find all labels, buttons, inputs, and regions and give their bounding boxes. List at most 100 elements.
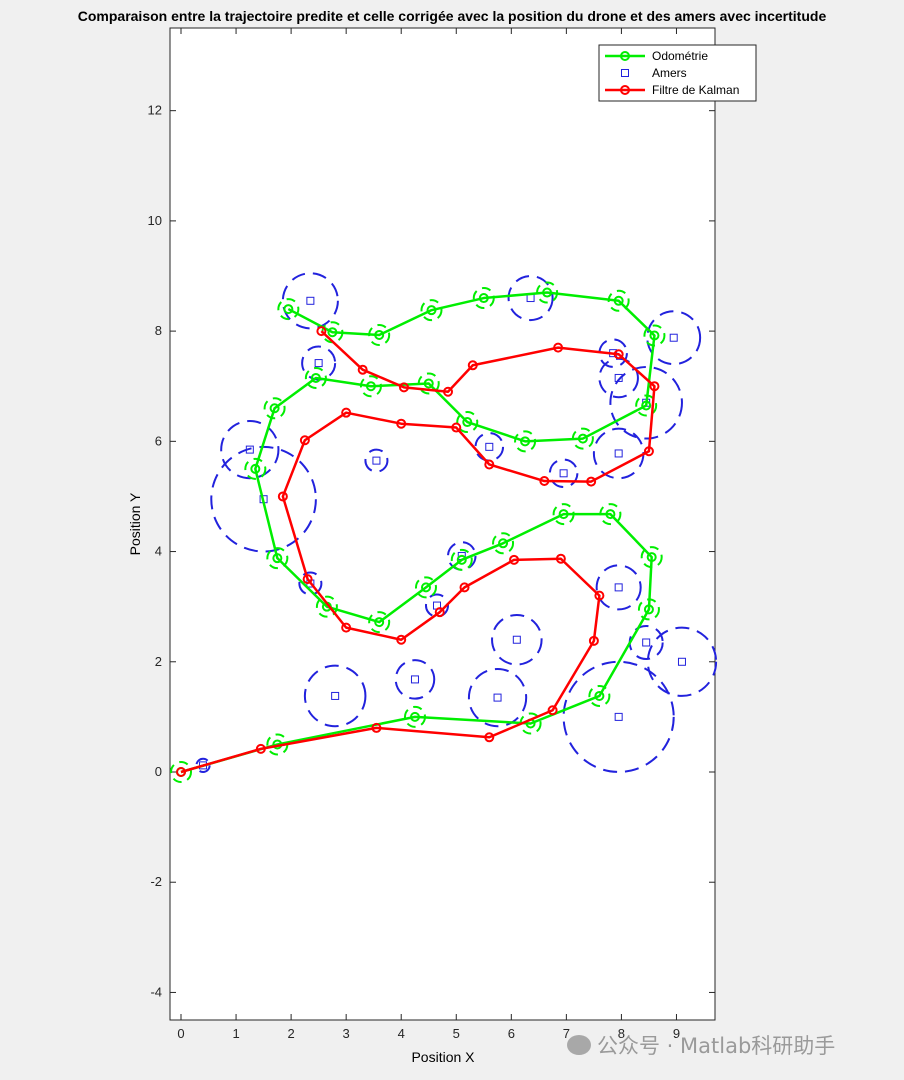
kalman-line: [180, 330, 656, 774]
odometrie-uncertainty-circle: [368, 611, 391, 634]
y-tick-label: 0: [155, 764, 162, 779]
odometrie-point: [365, 381, 376, 392]
odometrie-point: [250, 463, 261, 474]
amer-uncertainty-circle: [364, 448, 389, 473]
odometrie-uncertainty-circle: [403, 705, 426, 728]
amer-point: [614, 712, 623, 721]
odometrie-point: [641, 400, 652, 411]
amer-uncertainty-circle: [598, 338, 628, 368]
odometrie-uncertainty-circle: [244, 457, 267, 480]
odometrie-line: [180, 291, 656, 774]
odometrie-point: [542, 287, 553, 298]
amer-point: [677, 657, 686, 666]
kalman-point: [467, 360, 478, 371]
kalman-point: [277, 491, 288, 502]
odometrie-point: [374, 617, 385, 628]
odometrie-uncertainty-circle: [263, 397, 286, 420]
odometrie-uncertainty-circle: [456, 411, 479, 434]
odometrie-uncertainty-circle: [450, 548, 473, 571]
kalman-point: [299, 435, 310, 446]
odometrie-uncertainty-circle: [266, 547, 289, 570]
amer-point: [512, 635, 521, 644]
legend-marker: [620, 51, 630, 61]
amer-point: [493, 693, 502, 702]
y-tick-label: 2: [155, 654, 162, 669]
legend-marker: [621, 69, 629, 77]
y-tick-label: 12: [148, 103, 162, 118]
legend-box: [598, 44, 757, 102]
amer-point: [410, 675, 419, 684]
odometrie-point: [478, 293, 489, 304]
odometrie-point: [272, 553, 283, 564]
odometrie-point: [456, 554, 467, 565]
watermark: 公众号 · Matlab科研助手: [567, 1030, 835, 1060]
odometrie-uncertainty-circle: [640, 546, 663, 569]
axes-frame: [169, 27, 716, 1021]
amer-uncertainty-circle: [507, 275, 554, 322]
kalman-point: [509, 554, 520, 565]
kalman-point: [586, 476, 597, 487]
y-tick-label: 4: [155, 544, 162, 559]
kalman-point: [396, 634, 407, 645]
x-tick-label: 0: [177, 1026, 184, 1041]
y-tick-label: 10: [148, 213, 162, 228]
odometrie-point: [420, 582, 431, 593]
odometrie-point: [409, 711, 420, 722]
kalman-point: [553, 342, 564, 353]
amer-point: [245, 445, 254, 454]
kalman-point: [341, 622, 352, 633]
kalman-point: [396, 418, 407, 429]
odometrie-point: [327, 327, 338, 338]
kalman-point: [555, 553, 566, 564]
kalman-point: [176, 767, 187, 777]
amer-point: [306, 296, 315, 305]
amer-point: [614, 373, 623, 382]
odometrie-uncertainty-circle: [607, 289, 630, 312]
kalman-point: [341, 407, 352, 418]
amer-uncertainty-circle: [646, 310, 702, 366]
odometrie-point: [520, 436, 531, 447]
x-tick-label: 5: [453, 1026, 460, 1041]
amer-point: [331, 691, 340, 700]
odometrie-uncertainty-circle: [599, 503, 622, 526]
watermark-text: 公众号 · Matlab科研助手: [597, 1034, 836, 1058]
amer-uncertainty-circle: [646, 626, 718, 697]
odometrie-point: [605, 509, 616, 520]
odometrie-uncertainty-circle: [514, 430, 537, 453]
odometrie-point: [649, 330, 660, 341]
kalman-point: [451, 422, 462, 433]
legend-label: Amers: [652, 66, 687, 80]
y-tick-label: -4: [150, 984, 162, 999]
kalman-point: [484, 459, 495, 470]
x-tick-label: 2: [287, 1026, 294, 1041]
amer-uncertainty-circle: [281, 272, 339, 330]
odometrie-point: [269, 403, 280, 414]
legend-label: Filtre de Kalman: [652, 83, 739, 97]
odometrie-uncertainty-circle: [588, 684, 611, 707]
amer-point: [642, 638, 651, 647]
odometrie-uncertainty-circle: [552, 503, 575, 526]
odometrie-uncertainty-circle: [277, 298, 300, 321]
y-tick-label: 8: [155, 323, 162, 338]
x-tick-label: 7: [563, 1026, 570, 1041]
y-tick-label: 6: [155, 433, 162, 448]
amer-uncertainty-circle: [447, 541, 477, 571]
amer-uncertainty-circle: [474, 432, 505, 462]
amer-uncertainty-circle: [609, 365, 683, 440]
amer-uncertainty-circle: [595, 564, 642, 611]
kalman-point: [484, 732, 495, 743]
kalman-point: [588, 635, 599, 646]
kalman-point: [594, 590, 605, 601]
odometrie-uncertainty-circle: [635, 394, 658, 417]
amer-point: [485, 442, 494, 451]
x-tick-label: 3: [343, 1026, 350, 1041]
amer-uncertainty-circle: [491, 613, 543, 666]
x-tick-label: 6: [508, 1026, 515, 1041]
kalman-point: [398, 382, 409, 393]
amer-point: [614, 583, 623, 592]
amer-point: [559, 469, 568, 478]
x-tick-label: 8: [618, 1026, 625, 1041]
kalman-point: [443, 386, 454, 397]
legend-label: Odométrie: [652, 49, 708, 63]
